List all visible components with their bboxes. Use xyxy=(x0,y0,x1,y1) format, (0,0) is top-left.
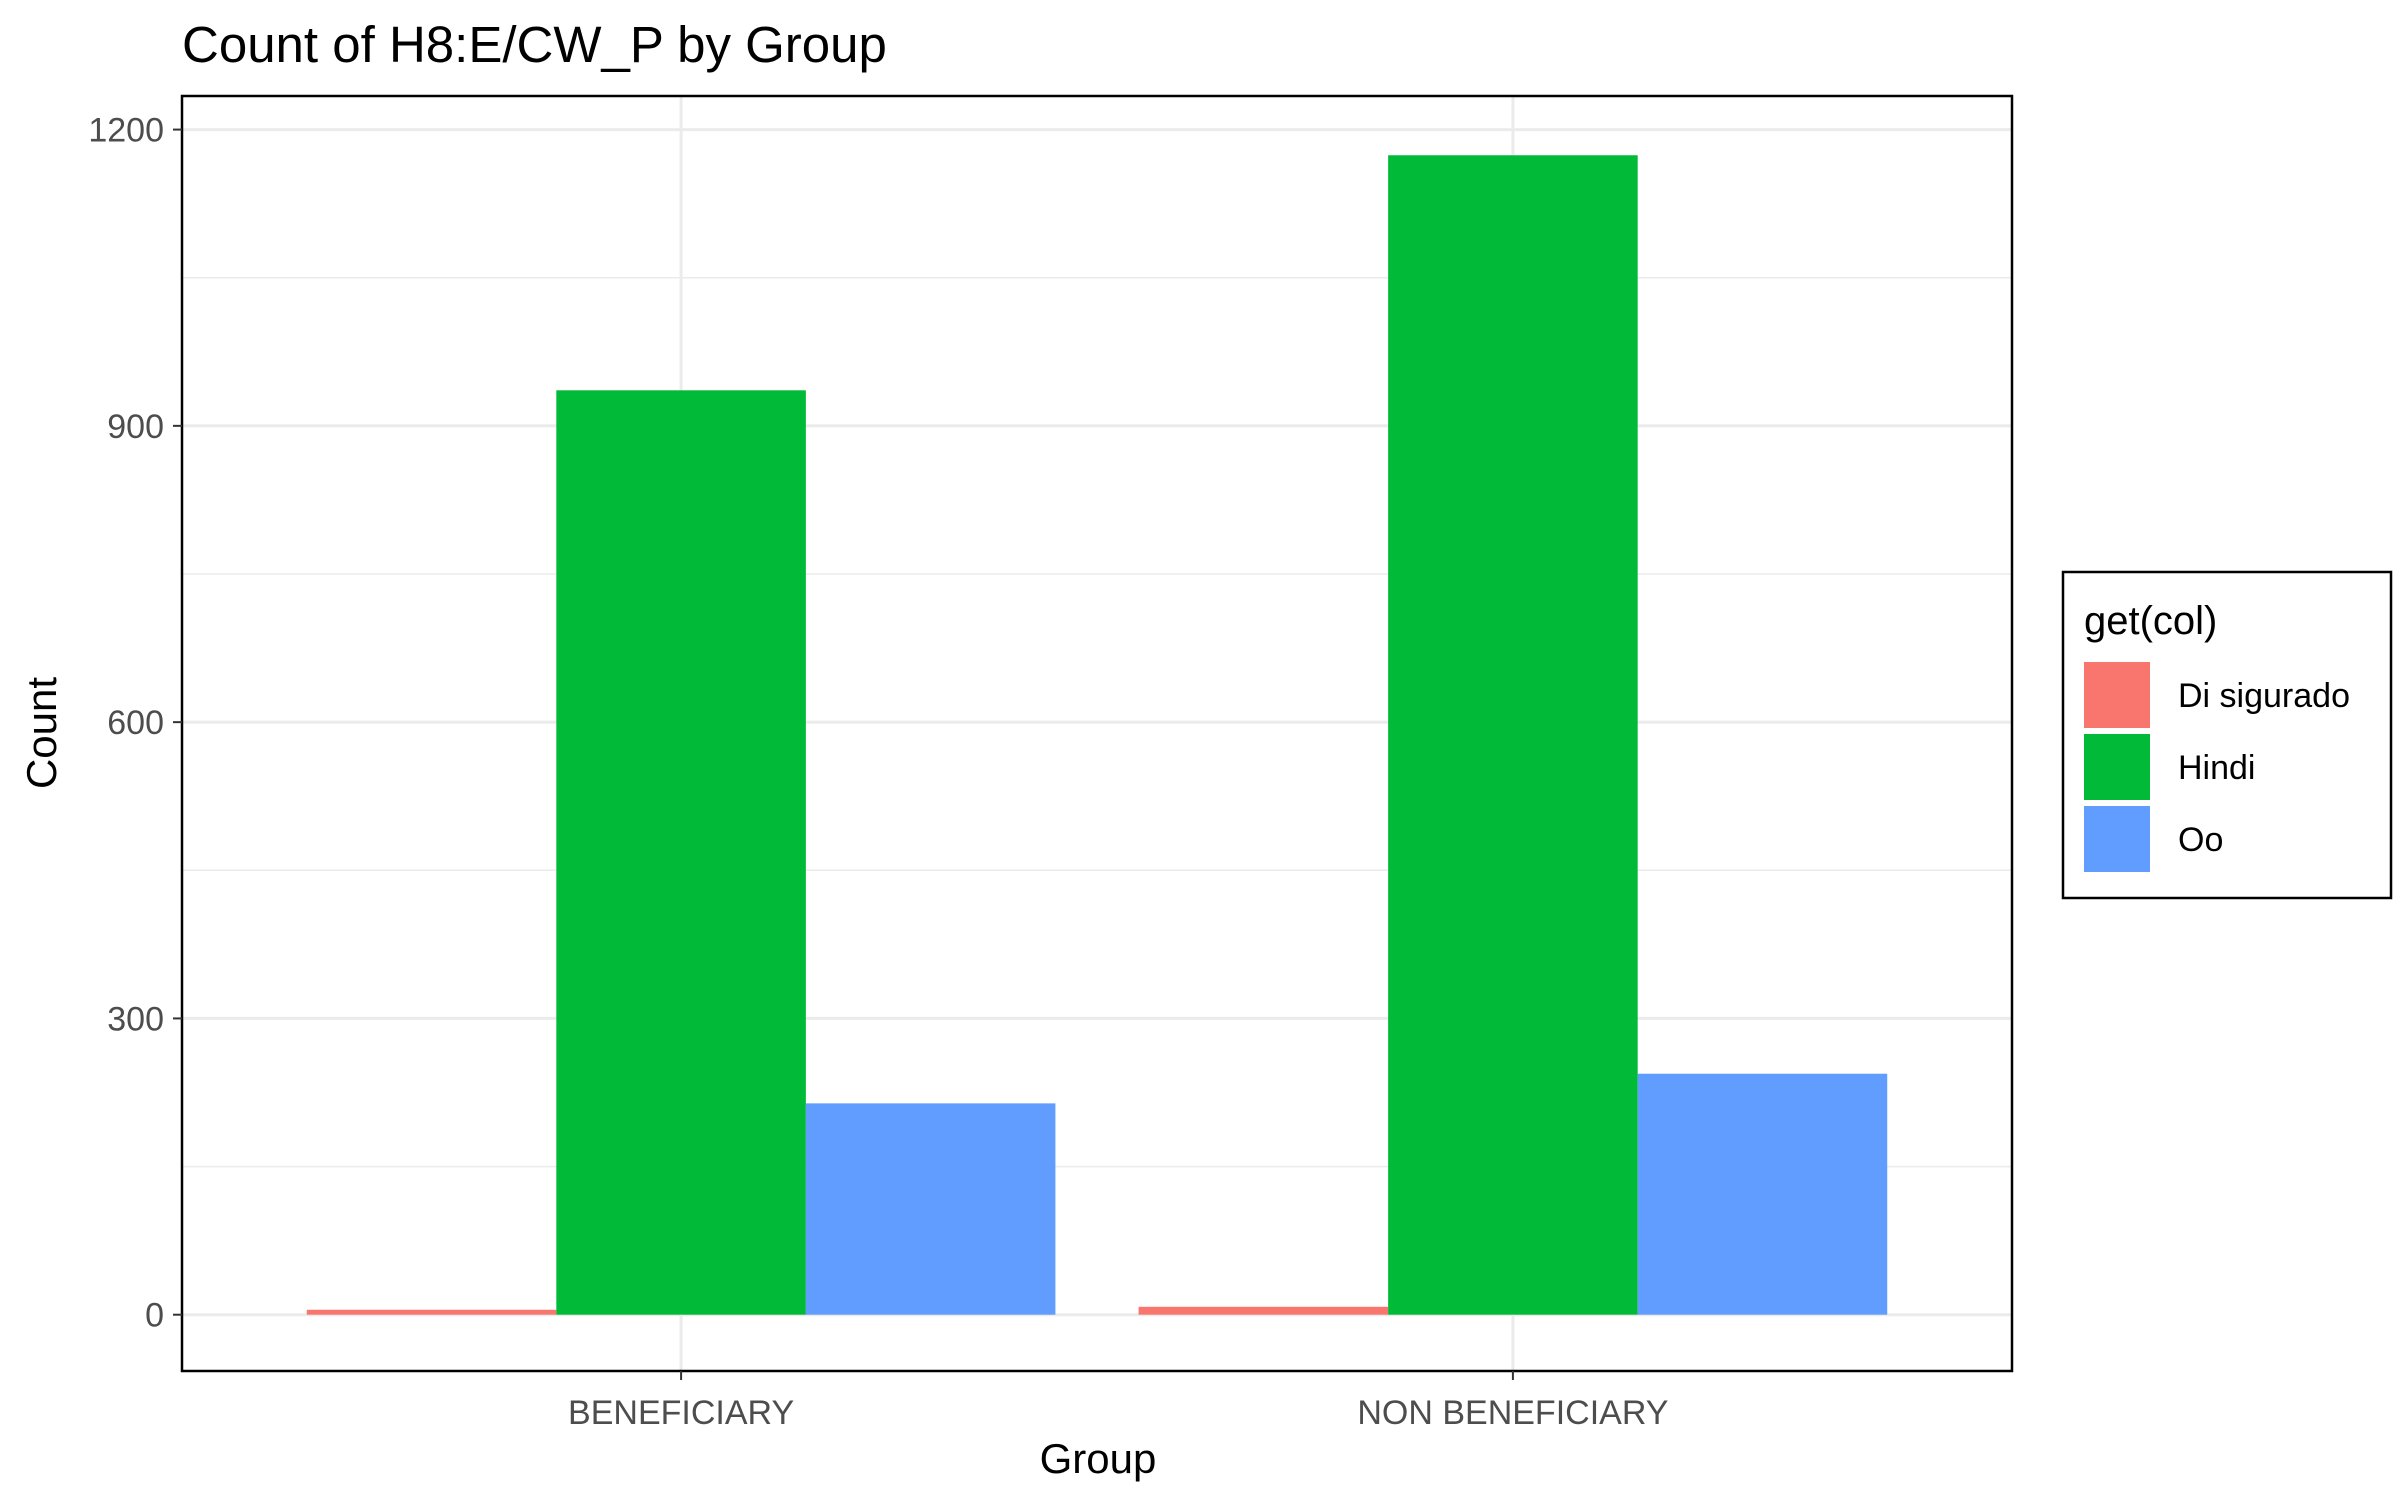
y-tick-label: 300 xyxy=(107,1000,164,1038)
legend-title: get(col) xyxy=(2084,599,2217,643)
chart-title: Count of H8:E/CW_P by Group xyxy=(182,16,887,73)
legend-label: Hindi xyxy=(2178,749,2255,787)
x-axis-title: Group xyxy=(1040,1435,1157,1482)
legend-key xyxy=(2084,662,2150,728)
x-tick-label: NON BENEFICIARY xyxy=(1357,1394,1668,1432)
y-axis-ticks: 0 300 600 900 1200 xyxy=(88,112,182,1335)
legend-items: Di sigurado Hindi Oo xyxy=(2084,662,2350,872)
bar xyxy=(1138,1306,1389,1315)
bar xyxy=(805,1103,1056,1315)
bar xyxy=(556,390,806,1315)
legend-key xyxy=(2084,734,2150,800)
bars xyxy=(306,155,1888,1315)
plot-panel-border xyxy=(180,94,2014,1373)
bar xyxy=(1637,1073,1888,1315)
bar xyxy=(1388,155,1638,1315)
bar xyxy=(306,1309,557,1315)
y-tick-label: 600 xyxy=(107,704,164,742)
legend-label: Oo xyxy=(2178,821,2223,859)
legend: get(col) Di sigurado Hindi Oo xyxy=(2061,570,2393,900)
legend-label: Di sigurado xyxy=(2178,677,2350,715)
x-tick-label: BENEFICIARY xyxy=(568,1394,794,1432)
legend-key xyxy=(2084,806,2150,872)
y-tick-label: 900 xyxy=(107,408,164,446)
y-tick-label: 0 xyxy=(145,1297,164,1335)
y-tick-label: 1200 xyxy=(88,112,164,150)
x-axis-ticks: BENEFICIARY NON BENEFICIARY xyxy=(568,1371,1668,1432)
y-axis-title: Count xyxy=(18,677,65,789)
